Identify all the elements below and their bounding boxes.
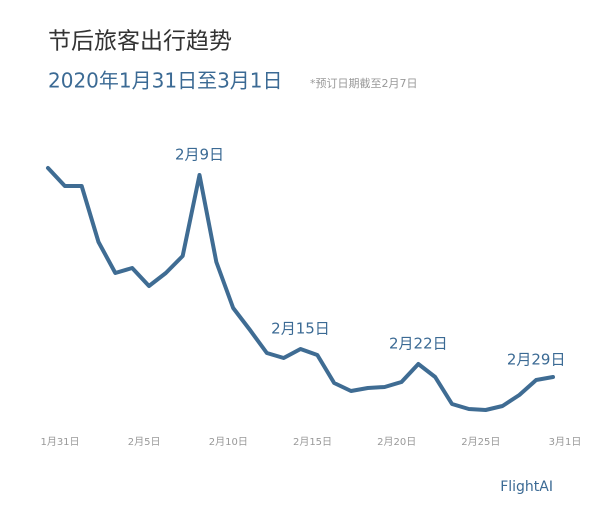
x-tick-label: 3月1日 <box>549 436 582 448</box>
source: FlightAI <box>500 479 553 495</box>
note: *预订日期截至2月7日 <box>310 76 418 90</box>
x-tick-label: 2月20日 <box>377 436 416 448</box>
chart-subtitle: 2020年1月31日至3月1日 <box>48 69 283 93</box>
x-tick-label: 2月5日 <box>128 436 161 448</box>
x-tick-label: 2月15日 <box>293 436 332 448</box>
line <box>46 166 555 412</box>
x-tick-label: 2月25日 <box>461 436 500 448</box>
annotation: 2月22日 <box>389 335 448 353</box>
annotation: 2月15日 <box>271 320 330 338</box>
x-tick-label: 1月31日 <box>40 436 79 448</box>
x-tick-label: 2月10日 <box>209 436 248 448</box>
chart-title: 节后旅客出行趋势 <box>48 29 232 55</box>
annotation: 2月9日 <box>175 146 224 164</box>
annotation: 2月29日 <box>507 351 566 369</box>
